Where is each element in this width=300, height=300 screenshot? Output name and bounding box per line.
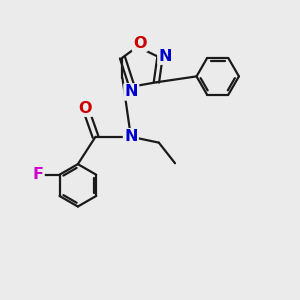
- Text: N: N: [124, 84, 138, 99]
- Text: O: O: [133, 36, 147, 51]
- Text: F: F: [32, 167, 44, 182]
- Text: N: N: [124, 129, 138, 144]
- Text: O: O: [79, 101, 92, 116]
- Text: N: N: [158, 49, 172, 64]
